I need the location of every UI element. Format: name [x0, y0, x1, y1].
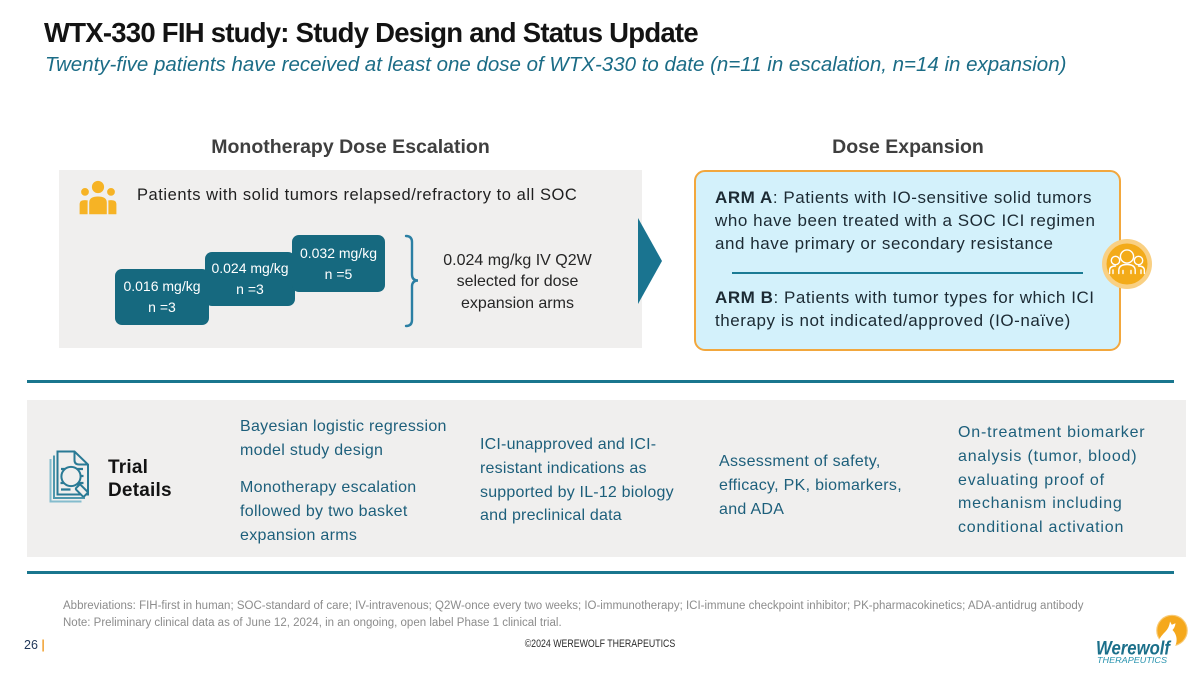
svg-text:Werewolf: Werewolf	[1096, 639, 1171, 660]
svg-text:THERAPEUTICS: THERAPEUTICS	[1097, 656, 1168, 665]
